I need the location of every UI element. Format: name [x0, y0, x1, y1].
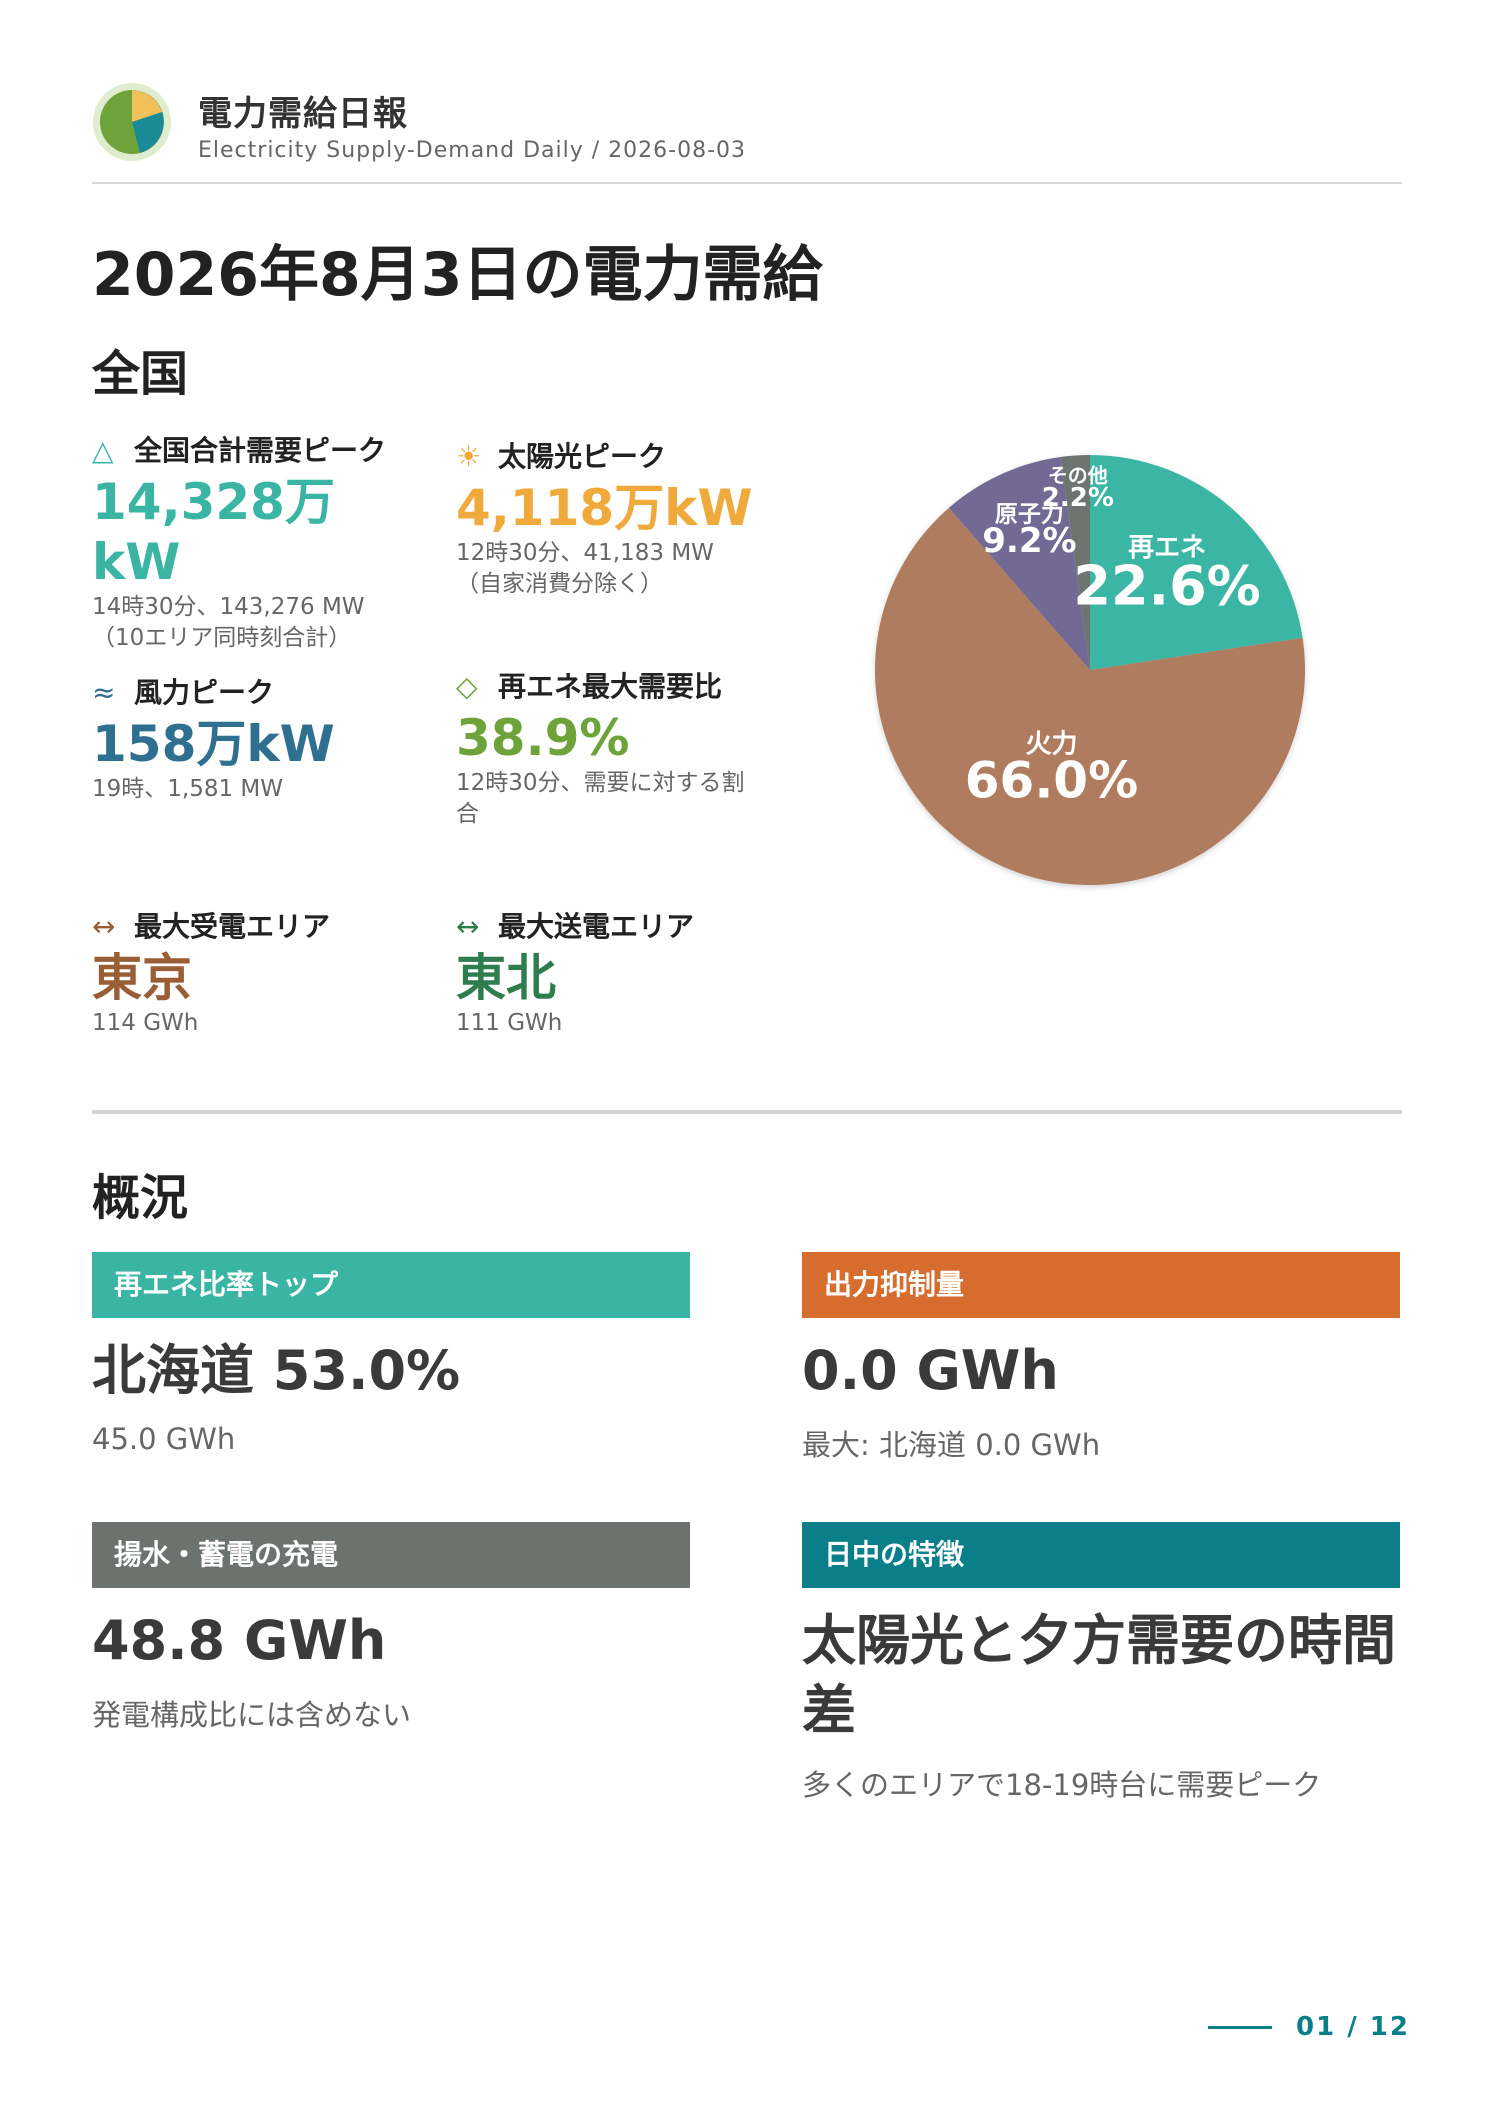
report-header: 電力需給日報 Electricity Supply-Demand Daily /… — [92, 82, 1402, 184]
kpi-note: 111 GWh — [456, 1010, 563, 1036]
pie-slice — [1090, 455, 1303, 670]
diamond-icon: ◇ — [456, 670, 478, 703]
card-note: 多くのエリアで18-19時台に需要ピーク — [802, 1768, 1322, 1802]
triangle-icon: △ — [92, 434, 114, 467]
pie-slice — [875, 507, 1305, 885]
kpi-block: ↔ 最大送電エリア東北 111 GWh — [456, 910, 756, 1039]
card-title: 日中の特徴 — [802, 1522, 1400, 1588]
card-title: 揚水・蓄電の充電 — [92, 1522, 690, 1588]
pie-slice-label: その他 — [1048, 463, 1108, 487]
card-value: 太陽光と夕方需要の時間差 — [802, 1609, 1396, 1742]
card-value: 北海道 53.0% — [92, 1339, 461, 1402]
kpi-block: ↔ 最大受電エリア東京 114 GWh — [92, 910, 392, 1039]
kpi-label: 最大受電エリア — [134, 910, 331, 943]
report-title: 電力需給日報 — [198, 94, 408, 134]
kpi-header: ◇ 再エネ最大需要比 — [456, 670, 756, 704]
card-title: 出力抑制量 — [802, 1252, 1400, 1318]
kpi-header: ↔ 最大受電エリア — [92, 910, 392, 944]
card-value: 0.0 GWh — [802, 1339, 1059, 1402]
card-value: 48.8 GWh — [92, 1609, 387, 1672]
card-note: 45.0 GWh — [92, 1422, 236, 1456]
kpi-block: ☀ 太陽光ピーク 4,118万kW 12時30分、41,183 MW（自家消費分除く） — [456, 440, 756, 600]
kpi-label: 全国合計需要ピーク — [134, 434, 387, 467]
pie-logo-icon — [93, 83, 171, 161]
pie-slice — [1060, 455, 1090, 670]
pager-line — [1208, 2025, 1272, 2029]
kpi-header: △ 全国合計需要ピーク — [92, 434, 392, 468]
sun-icon: ☀ — [456, 440, 482, 473]
kpi-block: ≈ 風力ピーク 158万kW 19時、1,581 MW — [92, 676, 392, 805]
kpi-label: 太陽光ピーク — [498, 440, 667, 473]
section-title-national: 全国 — [92, 346, 189, 402]
section-divider — [92, 1110, 1402, 1114]
card-note: 発電構成比には含めない — [92, 1698, 412, 1732]
wind-icon: ≈ — [92, 676, 116, 709]
kpi-header: ☀ 太陽光ピーク — [456, 440, 756, 474]
arrows-icon: ↔ — [92, 910, 116, 943]
kpi-label: 最大送電エリア — [498, 910, 695, 943]
kpi-block: △ 全国合計需要ピーク 14,328万kW 14時30分、143,276 MW（10エ… — [92, 434, 392, 654]
kpi-note: 12時30分、需要に対する割合 — [456, 770, 745, 827]
pie-slice-value: 22.6% — [1073, 555, 1260, 618]
kpi-block: ◇ 再エネ最大需要比 38.9% 12時30分、需要に対する割合 — [456, 670, 756, 830]
kpi-note: 19時、1,581 MW — [92, 776, 284, 802]
pie-slice-label: 原子力 — [995, 502, 1064, 528]
pie-slice-value: 9.2% — [982, 521, 1076, 561]
kpi-value: 158万kW — [92, 715, 335, 773]
arrows-icon: ↔ — [456, 910, 480, 943]
page-title: 2026年8月3日の電力需給 — [92, 240, 823, 310]
kpi-value: 4,118万kW — [456, 479, 753, 537]
overview-card: 揚水・蓄電の充電 48.8 GWh 発電構成比には含めない — [92, 1522, 690, 1734]
kpi-label: 再エネ最大需要比 — [498, 670, 723, 703]
kpi-label: 風力ピーク — [134, 676, 275, 709]
overview-card: 日中の特徴太陽光と夕方需要の時間差多くのエリアで18-19時台に需要ピーク — [802, 1522, 1400, 1804]
card-note: 最大: 北海道 0.0 GWh — [802, 1428, 1101, 1462]
kpi-value: 14,328万kW — [92, 473, 335, 591]
overview-card: 再エネ比率トップ 北海道 53.0% 45.0 GWh — [92, 1252, 690, 1456]
page-number: 01 / 12 — [1296, 2012, 1410, 2042]
report-subtitle: Electricity Supply-Demand Daily / 2026-0… — [198, 138, 747, 163]
pie-slice-label: 再エネ — [1128, 533, 1206, 563]
kpi-note: 12時30分、41,183 MW（自家消費分除く） — [456, 540, 714, 597]
pie-slice-label: 火力 — [1025, 729, 1077, 759]
section-title-overview: 概況 — [92, 1170, 189, 1226]
pie-slice-value: 2.2% — [1042, 483, 1114, 513]
kpi-header: ≈ 風力ピーク — [92, 676, 392, 710]
kpi-value: 東北 — [456, 949, 556, 1007]
card-title: 再エネ比率トップ — [92, 1252, 690, 1318]
pie-slice — [948, 457, 1090, 670]
kpi-note: 14時30分、143,276 MW（10エリア同時刻合計） — [92, 594, 365, 651]
kpi-value: 38.9% — [456, 709, 630, 767]
page-indicator: 01 / 12 — [1208, 2012, 1410, 2042]
kpi-value: 東京 — [92, 949, 192, 1007]
pie-slice-value: 66.0% — [965, 751, 1138, 809]
kpi-header: ↔ 最大送電エリア — [456, 910, 756, 944]
overview-card: 出力抑制量 0.0 GWh 最大: 北海道 0.0 GWh — [802, 1252, 1400, 1464]
kpi-note: 114 GWh — [92, 1010, 199, 1036]
